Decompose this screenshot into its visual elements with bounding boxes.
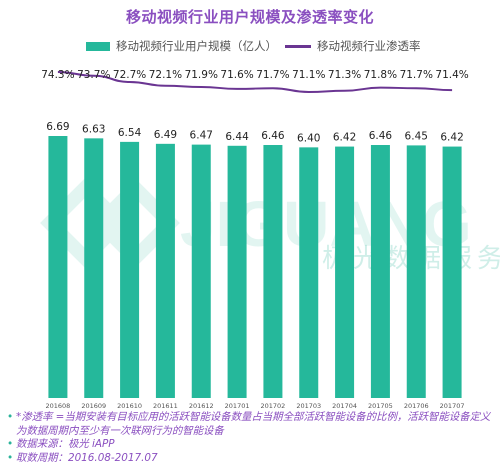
bar-value-label-201703: 6.40 — [297, 132, 320, 144]
line-value-label-201609: 73.7% — [77, 69, 110, 81]
x-tick-label-201706: 201706 — [404, 402, 429, 410]
chart-legend: 移动视频行业用户规模（亿人） 移动视频行业渗透率 — [0, 38, 500, 56]
x-tick-label-201609: 201609 — [81, 402, 106, 410]
line-value-label-201608: 74.3% — [41, 69, 74, 81]
line-value-label-201704: 71.3% — [328, 69, 361, 81]
x-tick-label-201701: 201701 — [225, 402, 250, 410]
bar-value-label-201707: 6.42 — [440, 132, 463, 144]
bar-value-label-201610: 6.54 — [118, 127, 142, 139]
x-tick-label-201707: 201707 — [440, 402, 465, 410]
x-tick-label-201705: 201705 — [368, 402, 393, 410]
bar-201707 — [442, 146, 462, 398]
bar-201701 — [227, 145, 247, 398]
bar-201610 — [120, 141, 140, 398]
legend-swatch-bar — [86, 41, 110, 51]
bar-value-label-201611: 6.49 — [154, 129, 177, 141]
bar-value-label-201612: 6.47 — [190, 130, 213, 142]
x-tick-label-201611: 201611 — [153, 402, 178, 410]
bar-201705 — [370, 145, 390, 398]
bar-201608 — [48, 136, 68, 398]
x-tick-label-201702: 201702 — [261, 402, 286, 410]
footnotes: • *渗透率 =当期安装有目标应用的活跃智能设备数量占当期全部活跃智能设备的比例… — [7, 411, 493, 465]
footnote-source: • 数据来源：极光 iAPP — [7, 438, 115, 450]
bullet-icon: • — [7, 411, 14, 423]
line-value-label-201705: 71.8% — [364, 69, 397, 81]
line-value-label-201612: 71.9% — [185, 69, 218, 81]
x-tick-label-201704: 201704 — [332, 402, 357, 410]
legend-swatch-line — [285, 44, 311, 48]
x-tick-label-201703: 201703 — [296, 402, 321, 410]
line-value-label-201611: 72.1% — [149, 69, 182, 81]
bar-201704 — [335, 146, 355, 398]
line-value-label-201707: 71.4% — [435, 69, 468, 81]
bar-value-label-201704: 6.42 — [333, 132, 356, 144]
line-value-label-201706: 71.7% — [400, 69, 433, 81]
bar-201702 — [263, 145, 283, 398]
line-value-label-201703: 71.1% — [292, 69, 325, 81]
penetration-line — [57, 71, 453, 94]
bar-value-label-201608: 6.69 — [46, 121, 69, 133]
bar-201609 — [84, 138, 104, 398]
x-tick-label-201612: 201612 — [189, 402, 214, 410]
combo-chart: 6.69 201608 6.63 201609 6.54 201610 6.49 201611… — [41, 69, 469, 410]
line-value-label-201610: 72.7% — [113, 69, 146, 81]
legend-label-user-scale: 移动视频行业用户规模（亿人） — [116, 39, 277, 53]
x-tick-label-201610: 201610 — [117, 402, 142, 410]
bar-value-label-201702: 6.46 — [261, 130, 285, 142]
x-tick-label-201608: 201608 — [46, 402, 71, 410]
legend-item-penetration: 移动视频行业渗透率 — [285, 38, 421, 54]
bullet-icon: • — [7, 438, 14, 450]
bullet-icon: • — [7, 451, 14, 464]
bar-value-label-201705: 6.46 — [369, 130, 393, 142]
bar-201611 — [155, 143, 175, 398]
bar-value-label-201701: 6.44 — [225, 131, 249, 143]
bar-value-label-201609: 6.63 — [82, 123, 105, 135]
chart-title: 移动视频行业用户规模及渗透率变化 — [125, 8, 374, 26]
bar-201612 — [191, 144, 211, 398]
legend-item-user-scale: 移动视频行业用户规模（亿人） — [86, 38, 277, 54]
legend-label-penetration: 移动视频行业渗透率 — [317, 39, 421, 53]
bar-201703 — [299, 147, 319, 398]
footnote-period: • 取数周期：2016.08-2017.07 — [7, 451, 158, 464]
bar-value-label-201706: 6.45 — [405, 130, 428, 142]
footnote-definition: • *渗透率 =当期安装有目标应用的活跃智能设备数量占当期全部活跃智能设备的比例… — [7, 411, 491, 437]
line-value-label-201702: 71.7% — [256, 69, 289, 81]
bar-201706 — [406, 145, 426, 398]
line-value-label-201701: 71.6% — [220, 69, 253, 81]
